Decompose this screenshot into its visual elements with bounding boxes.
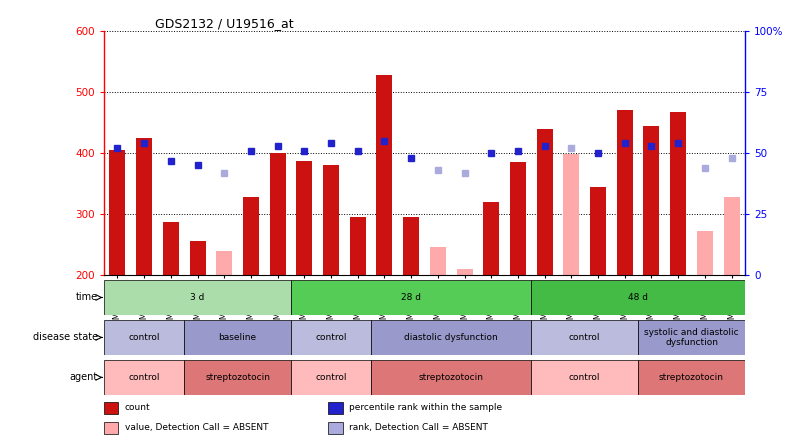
Bar: [376, 75, 392, 275]
Text: time: time: [75, 293, 98, 302]
Bar: [617, 111, 633, 275]
Bar: [296, 161, 312, 275]
Bar: [430, 246, 446, 275]
Text: agent: agent: [70, 373, 98, 382]
Bar: [104, 402, 119, 414]
Bar: [291, 360, 371, 395]
Text: 28 d: 28 d: [401, 293, 421, 302]
Bar: [328, 422, 343, 433]
Bar: [323, 165, 339, 275]
Bar: [531, 280, 745, 315]
Bar: [328, 402, 343, 414]
Bar: [291, 280, 531, 315]
Bar: [537, 129, 553, 275]
Text: control: control: [569, 333, 601, 342]
Bar: [723, 197, 739, 275]
Text: count: count: [125, 404, 151, 412]
Bar: [270, 153, 286, 275]
Text: control: control: [316, 373, 347, 382]
Bar: [457, 269, 473, 275]
Text: percentile rank within the sample: percentile rank within the sample: [349, 404, 502, 412]
Text: GDS2132 / U19516_at: GDS2132 / U19516_at: [155, 17, 294, 30]
Bar: [104, 320, 184, 355]
Bar: [483, 202, 499, 275]
Bar: [638, 320, 745, 355]
Text: control: control: [569, 373, 601, 382]
Text: 3 d: 3 d: [191, 293, 205, 302]
Bar: [184, 360, 291, 395]
Text: value, Detection Call = ABSENT: value, Detection Call = ABSENT: [125, 424, 268, 432]
Text: 48 d: 48 d: [628, 293, 648, 302]
Bar: [190, 241, 206, 275]
Bar: [697, 231, 713, 275]
Text: disease state: disease state: [33, 333, 98, 342]
Text: control: control: [128, 333, 160, 342]
Bar: [638, 360, 745, 395]
Bar: [291, 320, 371, 355]
Bar: [104, 280, 291, 315]
Bar: [184, 320, 291, 355]
Bar: [104, 360, 184, 395]
Bar: [216, 251, 232, 275]
Text: streptozotocin: streptozotocin: [205, 373, 270, 382]
Bar: [563, 155, 579, 275]
Bar: [136, 138, 152, 275]
Bar: [531, 360, 638, 395]
Bar: [371, 360, 531, 395]
Bar: [350, 217, 366, 275]
Text: baseline: baseline: [219, 333, 256, 342]
Text: systolic and diastolic
dysfunction: systolic and diastolic dysfunction: [644, 328, 739, 347]
Bar: [590, 187, 606, 275]
Bar: [243, 197, 259, 275]
Text: control: control: [128, 373, 160, 382]
Text: rank, Detection Call = ABSENT: rank, Detection Call = ABSENT: [349, 424, 488, 432]
Bar: [510, 163, 526, 275]
Bar: [643, 126, 659, 275]
Bar: [531, 320, 638, 355]
Text: streptozotocin: streptozotocin: [659, 373, 724, 382]
Bar: [371, 320, 531, 355]
Bar: [110, 150, 126, 275]
Text: diastolic dysfunction: diastolic dysfunction: [405, 333, 498, 342]
Bar: [670, 112, 686, 275]
Bar: [104, 422, 119, 433]
Text: control: control: [316, 333, 347, 342]
Bar: [163, 222, 179, 275]
Bar: [403, 217, 419, 275]
Text: streptozotocin: streptozotocin: [419, 373, 484, 382]
